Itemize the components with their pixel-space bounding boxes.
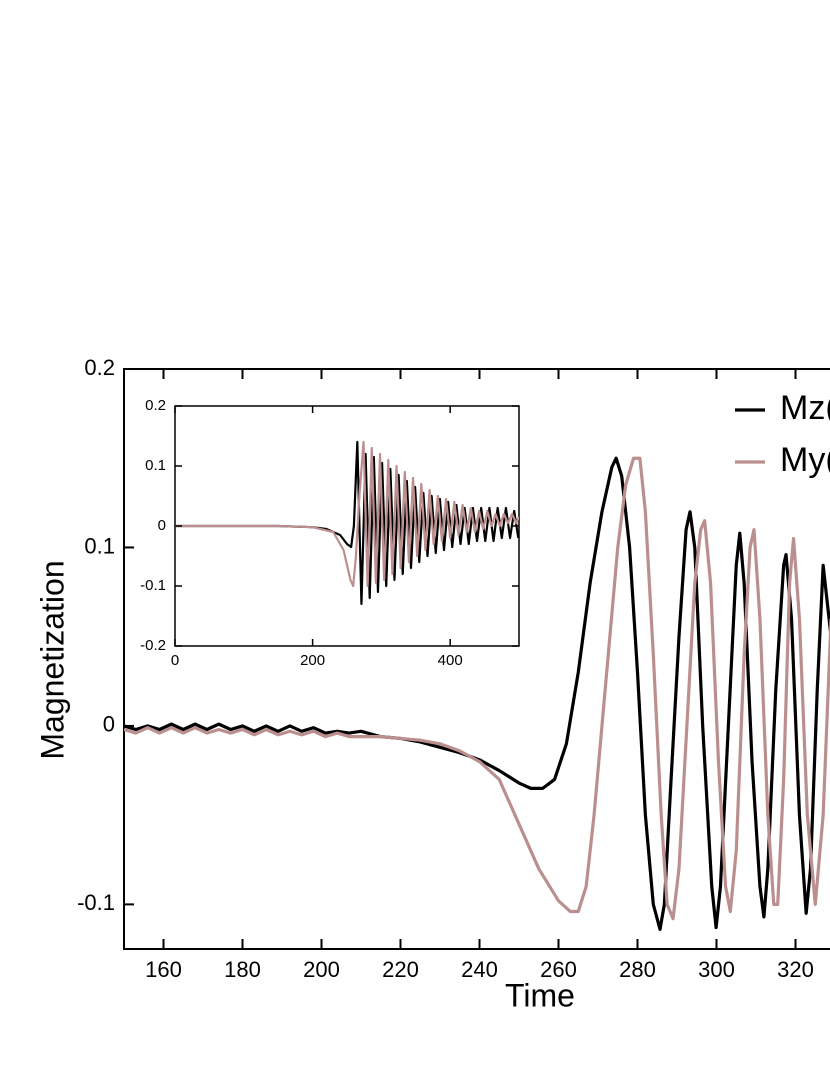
x-tick-label: 240: [461, 957, 498, 982]
x-tick-label: 180: [224, 957, 261, 982]
x-tick-label: 260: [540, 957, 577, 982]
legend-label: My(: [780, 441, 830, 479]
x-tick-label: 0: [171, 652, 179, 669]
y-tick-label: 0: [158, 517, 166, 534]
y-axis-label: Magnetization: [34, 560, 70, 759]
x-tick-label: 300: [698, 957, 735, 982]
series-line: [175, 440, 519, 588]
y-tick-label: -0.2: [140, 637, 166, 654]
x-tick-label: 400: [438, 652, 463, 669]
series-line: [124, 456, 830, 921]
x-tick-label: 200: [303, 957, 340, 982]
x-axis-label: Time: [505, 977, 575, 1013]
y-tick-label: 0.2: [84, 355, 115, 380]
y-tick-label: 0.1: [84, 533, 115, 558]
y-tick-label: 0.1: [145, 457, 166, 474]
x-tick-label: 200: [300, 652, 325, 669]
series-line: [124, 456, 830, 931]
x-tick-label: 280: [619, 957, 656, 982]
y-tick-label: -0.1: [77, 890, 115, 915]
y-tick-label: 0.2: [145, 397, 166, 414]
y-tick-label: 0: [103, 712, 115, 737]
x-tick-label: 220: [382, 957, 419, 982]
y-tick-label: -0.1: [140, 577, 166, 594]
legend-label: Mz(: [780, 389, 830, 427]
x-tick-label: 320: [777, 957, 814, 982]
series-line: [175, 440, 519, 606]
x-tick-label: 160: [145, 957, 182, 982]
